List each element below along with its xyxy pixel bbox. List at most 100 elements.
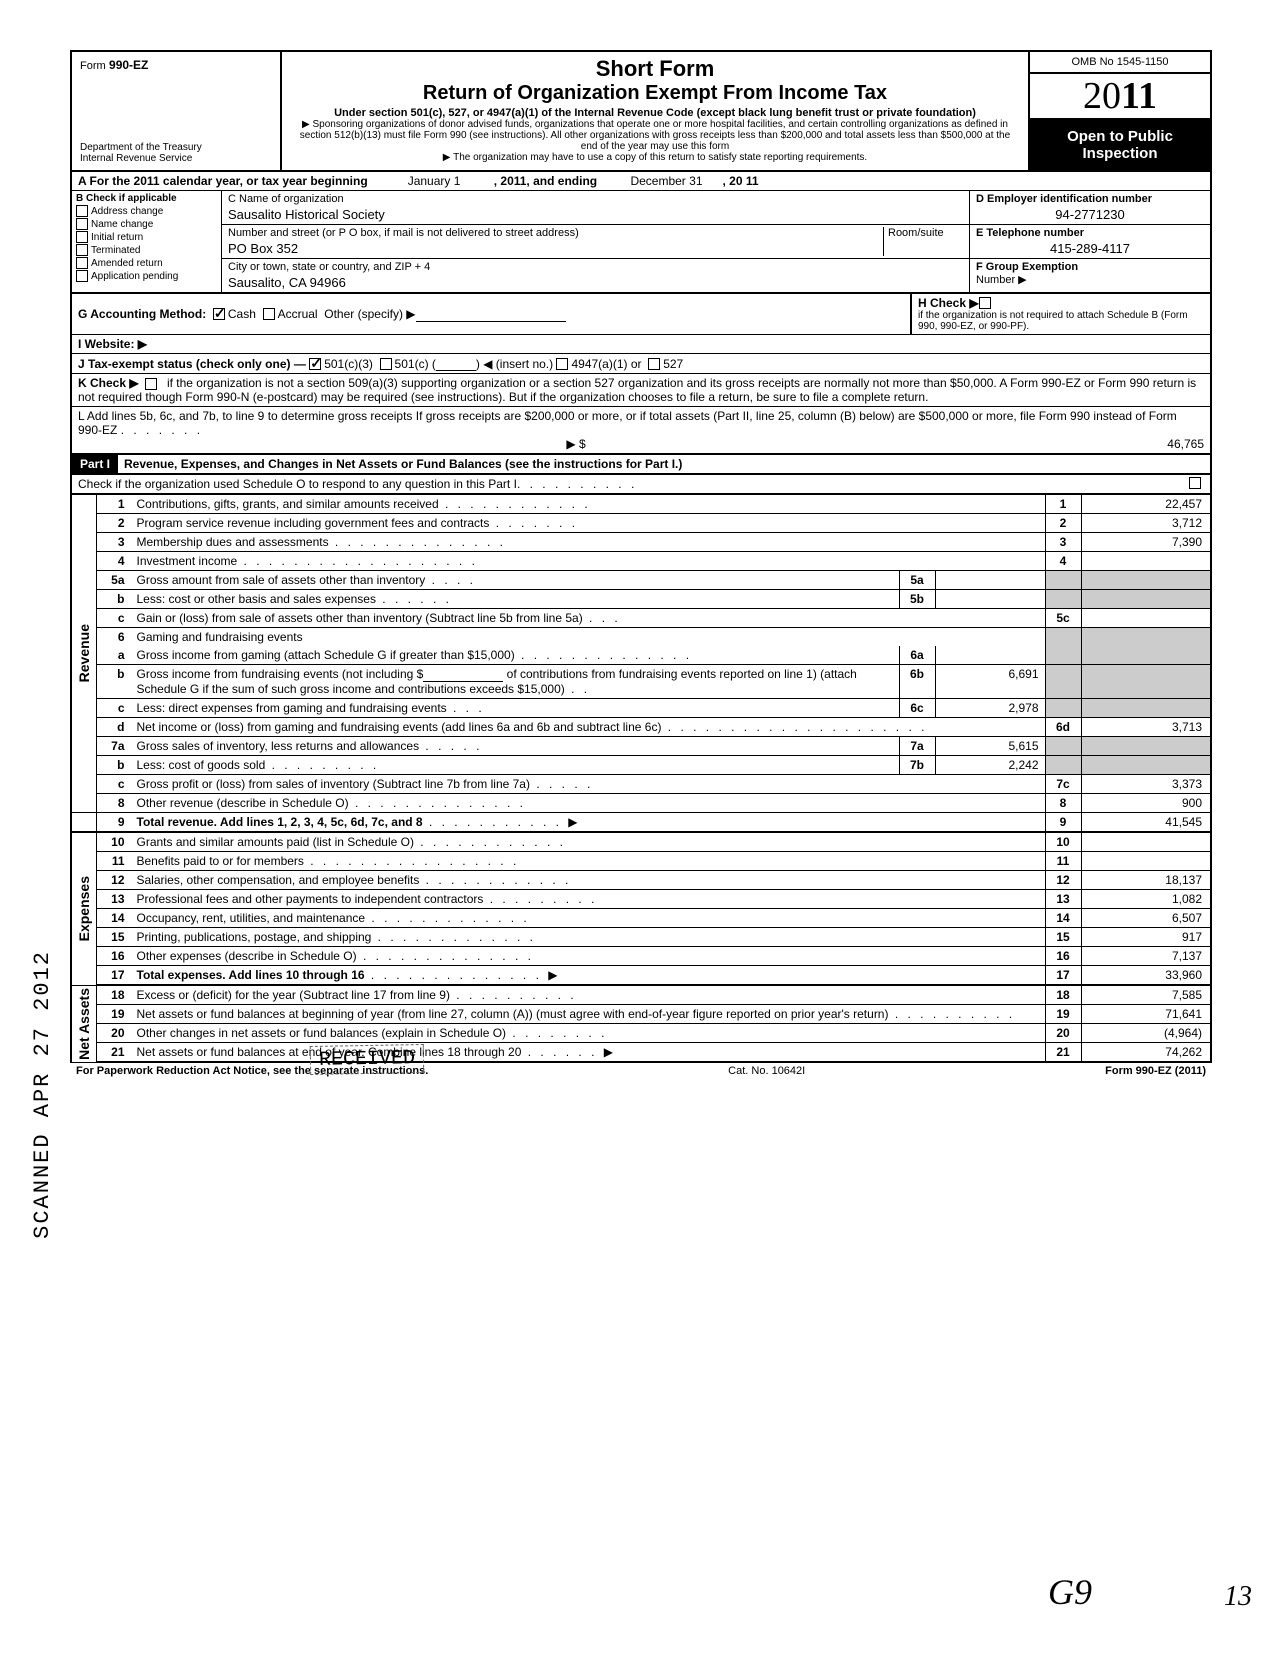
row-a-end: December 31 (630, 174, 702, 188)
street-label: Number and street (or P O box, if mail i… (228, 227, 883, 239)
ln7b-gray2 (1081, 756, 1211, 775)
chk-schedule-b[interactable] (979, 297, 991, 309)
chk-527[interactable] (648, 358, 660, 370)
ln7c-d: Gross profit or (loss) from sales of inv… (137, 777, 530, 791)
l-arrow: ▶ $ (566, 437, 585, 451)
k-label: K Check ▶ (78, 376, 139, 390)
ln2-d: Program service revenue including govern… (137, 516, 490, 530)
ln9-num: 9 (1045, 813, 1081, 833)
year-bold: 11 (1121, 75, 1157, 117)
ln18-amt: 7,585 (1081, 985, 1211, 1005)
irs: Internal Revenue Service (80, 153, 272, 164)
ln5c-d: Gain or (loss) from sale of assets other… (137, 611, 583, 625)
chk-cash[interactable] (213, 308, 225, 320)
header-left: Form 990-EZ Department of the Treasury I… (72, 52, 282, 170)
footer-right: Form 990-EZ (2011) (1105, 1065, 1206, 1077)
row-a: A For the 2011 calendar year, or tax yea… (70, 172, 1212, 191)
ln17-amt: 33,960 (1081, 966, 1211, 986)
ln7a-n: 7a (97, 737, 133, 756)
ln14-amt: 6,507 (1081, 909, 1211, 928)
lbl-name: Name change (91, 219, 153, 230)
ln6c-sub: 6c (899, 699, 935, 718)
netassets-section: Net Assets (71, 985, 97, 1062)
row-l: L Add lines 5b, 6c, and 7b, to line 9 to… (70, 407, 1212, 455)
chk-accrual[interactable] (263, 308, 275, 320)
d-value: 94-2771230 (976, 205, 1204, 222)
ln6c-gray (1045, 699, 1081, 718)
col-b-header: B Check if applicable (76, 193, 177, 204)
ln20-n: 20 (97, 1024, 133, 1043)
ln5a-gray2 (1081, 571, 1211, 590)
ln8-d: Other revenue (describe in Schedule O) (137, 796, 349, 810)
city-label: City or town, state or country, and ZIP … (228, 261, 963, 273)
ln12-num: 12 (1045, 871, 1081, 890)
stamp-scanned: SCANNED APR 27 2012 (30, 950, 55, 1239)
ln11-n: 11 (97, 852, 133, 871)
ln14-n: 14 (97, 909, 133, 928)
ln2-n: 2 (97, 514, 133, 533)
chk-initial[interactable] (76, 231, 88, 243)
part1-title: Revenue, Expenses, and Changes in Net As… (118, 455, 1210, 473)
part1-check: Check if the organization used Schedule … (70, 475, 1212, 495)
ln6a-gray2 (1081, 646, 1211, 665)
chk-pending[interactable] (76, 270, 88, 282)
chk-k[interactable] (145, 378, 157, 390)
ln3-d: Membership dues and assessments (137, 535, 329, 549)
row-j: J Tax-exempt status (check only one) — 5… (70, 354, 1212, 374)
ln18-num: 18 (1045, 985, 1081, 1005)
ln7c-num: 7c (1045, 775, 1081, 794)
ln21-num: 21 (1045, 1043, 1081, 1063)
lbl-501c: 501(c) ( (395, 357, 436, 371)
chk-name[interactable] (76, 218, 88, 230)
open-to-public: Open to Public Inspection (1030, 120, 1210, 170)
ln6c-samt: 2,978 (935, 699, 1045, 718)
d-label: D Employer identification number (976, 193, 1152, 205)
ln17-num: 17 (1045, 966, 1081, 986)
c-value: Sausalito Historical Society (228, 205, 963, 222)
ln6b-gray2 (1081, 665, 1211, 699)
ln12-amt: 18,137 (1081, 871, 1211, 890)
ln5a-sub: 5a (899, 571, 935, 590)
chk-address[interactable] (76, 205, 88, 217)
l-amount: 46,765 (1074, 437, 1204, 451)
form-title: Return of Organization Exempt From Incom… (292, 82, 1018, 105)
ln6-d: Gaming and fundraising events (133, 628, 1046, 647)
ln14-d: Occupancy, rent, utilities, and maintena… (137, 911, 366, 925)
ln5b-gray2 (1081, 590, 1211, 609)
header-center: Short Form Return of Organization Exempt… (282, 52, 1030, 170)
chk-501c[interactable] (380, 358, 392, 370)
ln7b-d: Less: cost of goods sold (137, 758, 266, 772)
ln7c-n: c (97, 775, 133, 794)
ln18-n: 18 (97, 985, 133, 1005)
ln1-n: 1 (97, 495, 133, 514)
g-label: G Accounting Method: (78, 307, 206, 321)
chk-amended[interactable] (76, 257, 88, 269)
ln14-num: 14 (1045, 909, 1081, 928)
year-prefix: 20 (1083, 75, 1121, 117)
ln6a-samt (935, 646, 1045, 665)
ln20-amt: (4,964) (1081, 1024, 1211, 1043)
ln5c-n: c (97, 609, 133, 628)
ln6a-n: a (97, 646, 133, 665)
ln11-amt (1081, 852, 1211, 871)
h-label: H Check ▶ (918, 296, 979, 310)
ln21-n: 21 (97, 1043, 133, 1063)
ln16-d: Other expenses (describe in Schedule O) (137, 949, 357, 963)
chk-4947[interactable] (556, 358, 568, 370)
ln11-num: 11 (1045, 852, 1081, 871)
ln9-d: Total revenue. Add lines 1, 2, 3, 4, 5c,… (137, 815, 423, 829)
chk-501c3[interactable] (309, 358, 321, 370)
row-a-yr: , 20 11 (723, 174, 759, 188)
ln5c-num: 5c (1045, 609, 1081, 628)
i-label: I Website: ▶ (78, 337, 147, 351)
ln5b-n: b (97, 590, 133, 609)
chk-part1[interactable] (1189, 477, 1201, 489)
ln6c-n: c (97, 699, 133, 718)
ln1-amt: 22,457 (1081, 495, 1211, 514)
chk-terminated[interactable] (76, 244, 88, 256)
row-g: G Accounting Method: Cash Accrual Other … (70, 294, 912, 335)
ln5a-n: 5a (97, 571, 133, 590)
ln7a-d: Gross sales of inventory, less returns a… (137, 739, 420, 753)
ln7b-gray (1045, 756, 1081, 775)
ln5a-gray (1045, 571, 1081, 590)
